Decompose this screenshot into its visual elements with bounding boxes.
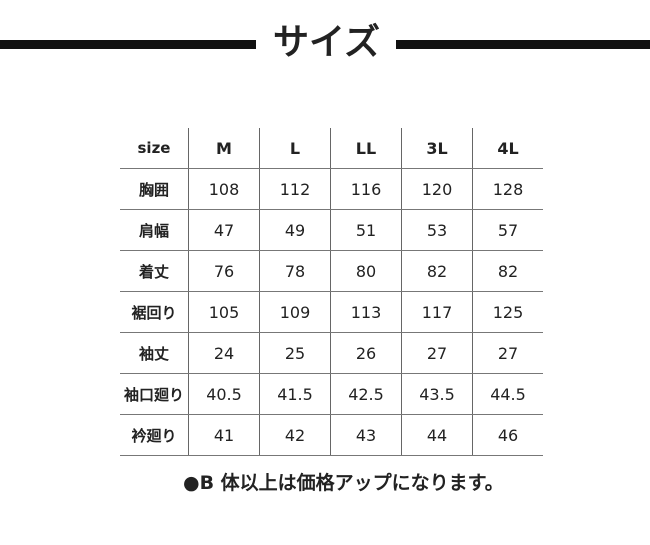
- price-note: ●B 体以上は価格アップになります。: [183, 472, 504, 494]
- table-cell: L: [259, 128, 331, 169]
- row-label: size: [120, 128, 189, 169]
- table-cell: 27: [472, 332, 543, 374]
- title-bar-left: [0, 40, 256, 49]
- table-cell: 78: [259, 250, 331, 292]
- table-cell: 42: [259, 414, 331, 456]
- row-label: 肩幅: [120, 209, 189, 251]
- table-cell: 46: [472, 414, 543, 456]
- table-cell: 109: [259, 291, 331, 333]
- table-cell: 108: [188, 168, 260, 210]
- table-row: 衿廻り 41 42 43 44 46: [120, 414, 543, 456]
- title-bar-right: [396, 40, 650, 49]
- table-cell: 49: [259, 209, 331, 251]
- table-cell: 27: [401, 332, 473, 374]
- table-row: 袖口廻り 40.5 41.5 42.5 43.5 44.5: [120, 373, 543, 415]
- table-cell: M: [188, 128, 260, 169]
- table-cell: 41.5: [259, 373, 331, 415]
- size-table: size M L LL 3L 4L 胸囲 108 112 116 120 128 肩幅 47 49 51 53 5…: [120, 128, 543, 456]
- page-title: サイズ: [273, 22, 380, 63]
- table-row: 袖丈 24 25 26 27 27: [120, 332, 543, 374]
- table-cell: 44.5: [472, 373, 543, 415]
- table-cell: 76: [188, 250, 260, 292]
- table-row: 肩幅 47 49 51 53 57: [120, 209, 543, 251]
- table-cell: 4L: [472, 128, 543, 169]
- row-label: 袖丈: [120, 332, 189, 374]
- table-cell: 120: [401, 168, 473, 210]
- table-cell: 113: [330, 291, 402, 333]
- table-cell: 125: [472, 291, 543, 333]
- table-cell: 41: [188, 414, 260, 456]
- row-label: 袖口廻り: [120, 373, 189, 415]
- table-cell: 44: [401, 414, 473, 456]
- table-cell: 128: [472, 168, 543, 210]
- row-label: 胸囲: [120, 168, 189, 210]
- table-cell: 80: [330, 250, 402, 292]
- table-cell: 25: [259, 332, 331, 374]
- table-cell: LL: [330, 128, 402, 169]
- table-cell: 53: [401, 209, 473, 251]
- table-cell: 82: [401, 250, 473, 292]
- row-label: 裾回り: [120, 291, 189, 333]
- table-cell: 43.5: [401, 373, 473, 415]
- table-cell: 24: [188, 332, 260, 374]
- table-row: 胸囲 108 112 116 120 128: [120, 168, 543, 210]
- table-cell: 42.5: [330, 373, 402, 415]
- row-label: 着丈: [120, 250, 189, 292]
- table-cell: 47: [188, 209, 260, 251]
- table-header-row: size M L LL 3L 4L: [120, 128, 543, 169]
- table-cell: 40.5: [188, 373, 260, 415]
- table-cell: 82: [472, 250, 543, 292]
- row-label: 衿廻り: [120, 414, 189, 456]
- table-cell: 51: [330, 209, 402, 251]
- table-cell: 26: [330, 332, 402, 374]
- table-cell: 57: [472, 209, 543, 251]
- table-cell: 43: [330, 414, 402, 456]
- table-cell: 3L: [401, 128, 473, 169]
- table-cell: 117: [401, 291, 473, 333]
- table-row: 裾回り 105 109 113 117 125: [120, 291, 543, 333]
- table-cell: 112: [259, 168, 331, 210]
- table-row: 着丈 76 78 80 82 82: [120, 250, 543, 292]
- table-cell: 116: [330, 168, 402, 210]
- table-cell: 105: [188, 291, 260, 333]
